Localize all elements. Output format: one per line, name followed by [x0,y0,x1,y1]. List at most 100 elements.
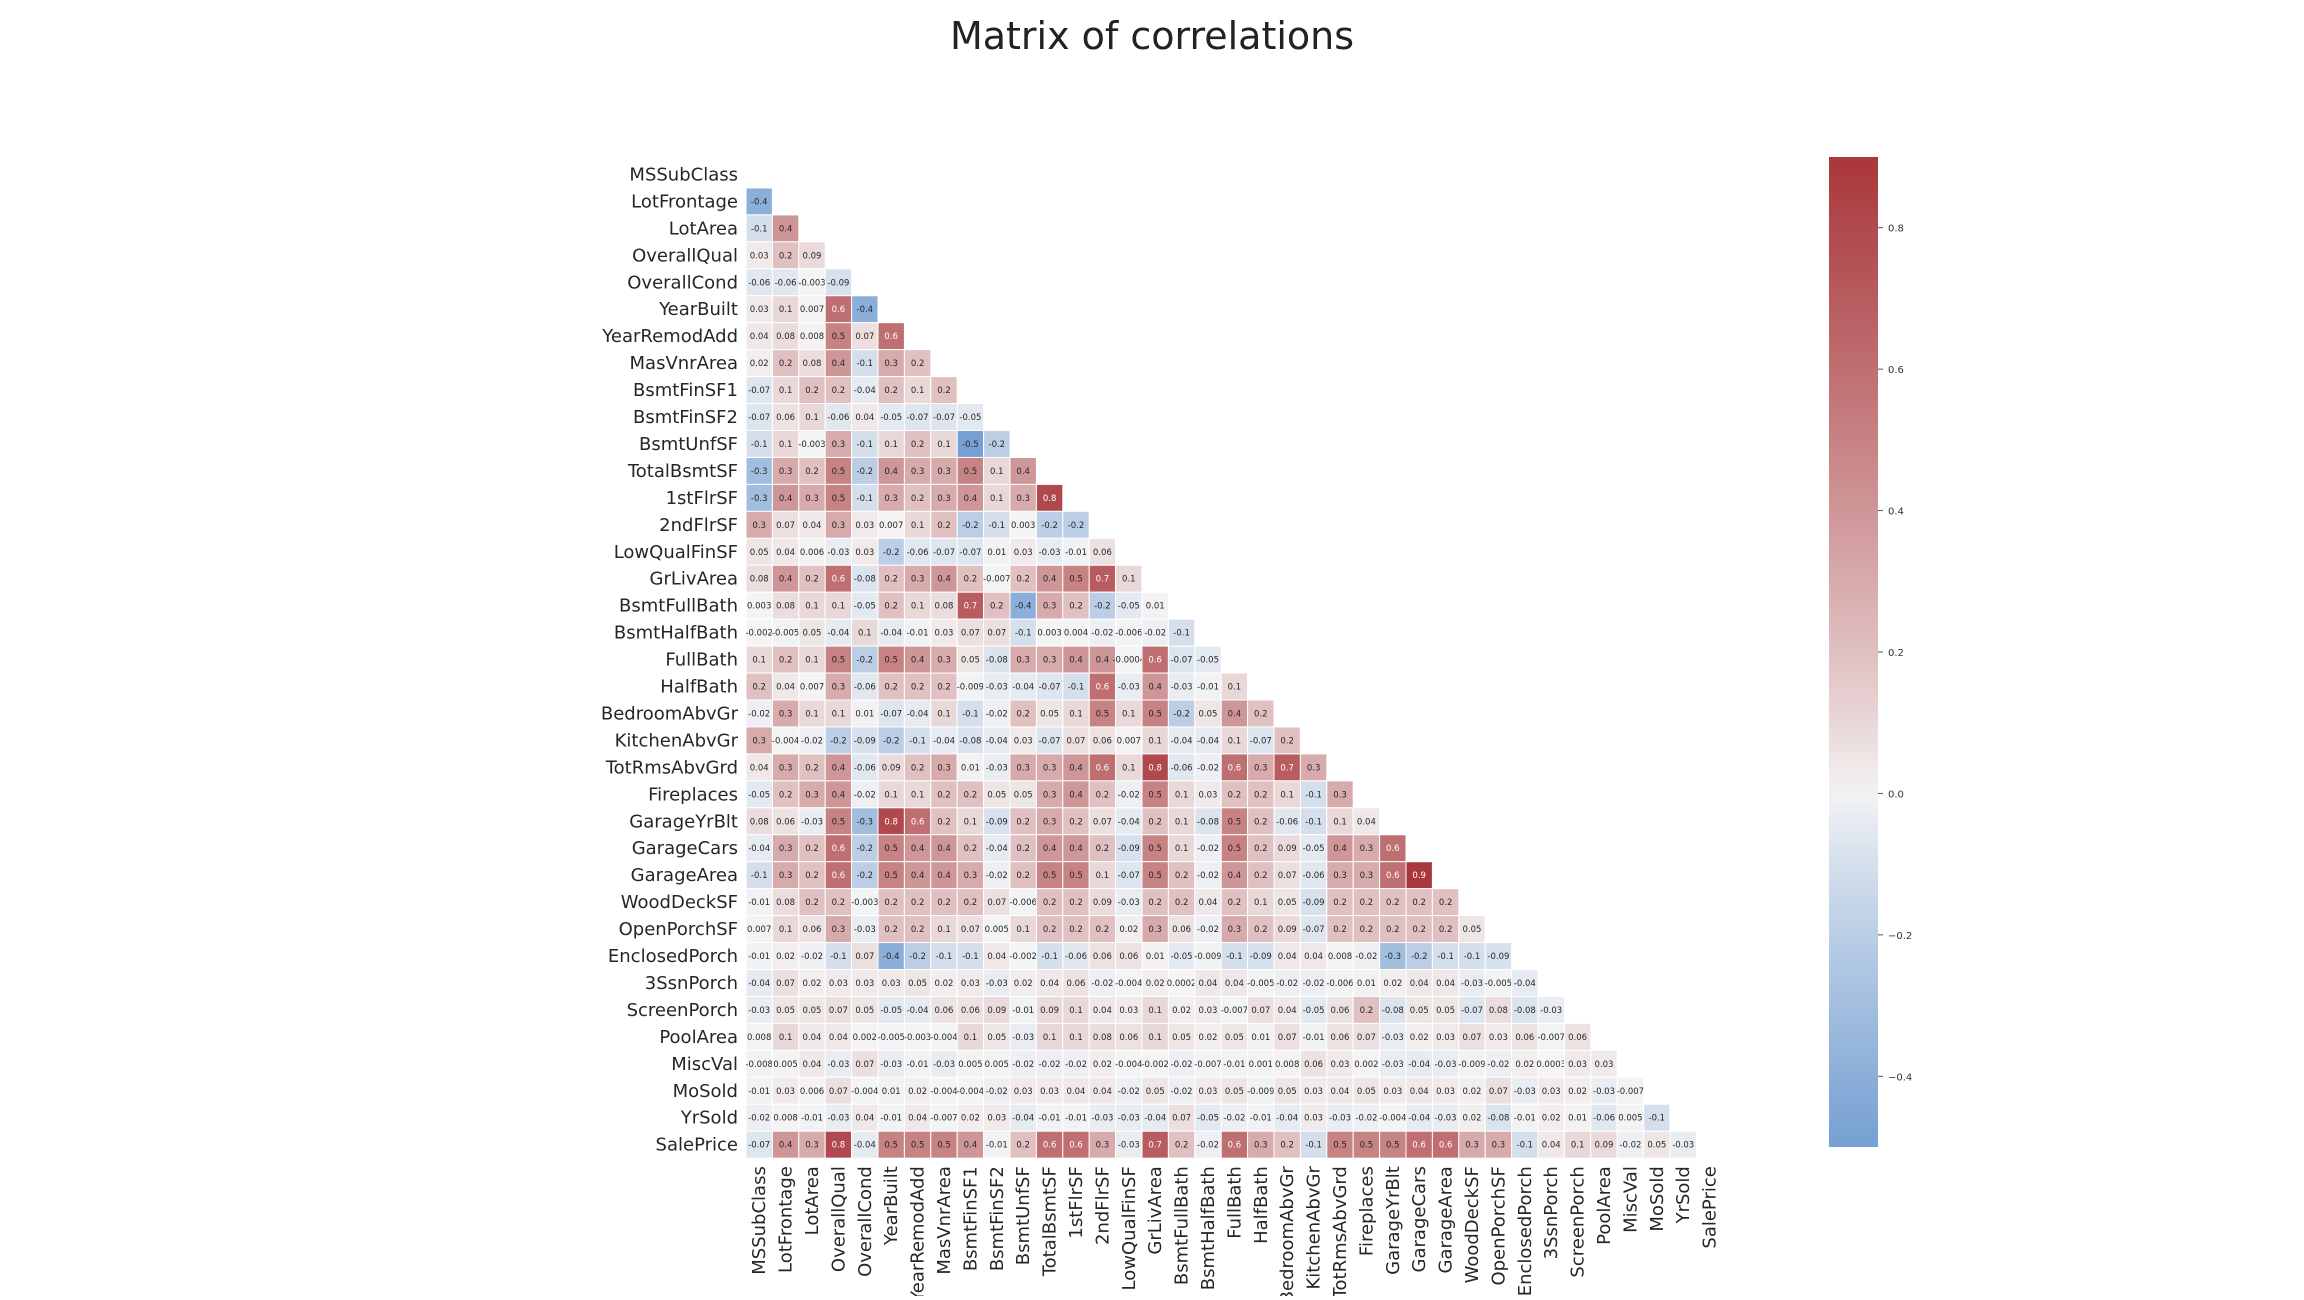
heatmap-cell [956,456,985,485]
cell-value-label: 0.2 [805,871,819,881]
heatmap-cell [771,1022,800,1051]
cell-value-label: 0.04 [750,763,769,773]
cell-value-label: 0.3 [832,521,846,531]
cell-value-label: -0.007 [1537,1033,1564,1043]
cell-value-label: 0.04 [750,332,769,342]
cell-value-label: 0.4 [937,575,951,585]
cell-value-label: -0.08 [1487,1114,1509,1124]
cell-value-label: 0.3 [805,790,819,800]
heatmap-cell [1537,1049,1565,1078]
heatmap-cell [877,483,905,512]
cell-value-label: 0.2 [1069,898,1083,908]
row-tick-label: MoSold [673,1081,738,1102]
cell-value-label: 0.007 [879,521,903,531]
cell-value-label: 0.1 [779,440,793,450]
cell-value-label: 0.2 [1069,817,1083,827]
cell-value-label: -0.1 [909,736,926,746]
heatmap-cell [1458,969,1486,997]
heatmap-cell [877,1130,905,1159]
heatmap-cell [1590,1103,1618,1132]
cell-value-label: 0.2 [937,817,951,827]
cell-value-label: 0.03 [882,979,901,989]
cell-value-label: 0.06 [1568,1033,1587,1043]
cell-value-label: -0.004 [957,1087,984,1097]
cell-value-label: 0.1 [779,1033,793,1043]
cell-value-label: -0.09 [1487,952,1509,962]
column-tick-label: FullBath [1224,1166,1245,1239]
cell-value-label: -0.06 [1276,817,1298,827]
row-tick-label: MasVnrArea [630,353,738,374]
heatmap-cell [1431,942,1460,970]
colorbar-tick-label: 0.0 [1888,789,1904,800]
heatmap-cell [1009,483,1037,512]
heatmap-cell [851,1103,879,1132]
heatmap-cell [983,672,1011,701]
cell-value-label: 0.02 [1542,1114,1561,1124]
heatmap-cell [1431,1022,1460,1051]
cell-value-label: -0.1 [857,440,874,450]
cell-value-label: 0.05 [1357,1087,1376,1097]
heatmap-cell [798,1049,826,1078]
heatmap-cell [771,268,800,297]
cell-value-label: 0.1 [805,656,819,666]
cell-value-label: -0.1 [1649,1114,1666,1124]
cell-value-label: 0.07 [855,952,874,962]
colorbar-tick-label: 0.4 [1888,507,1904,518]
cell-value-label: 0.08 [1093,1033,1112,1043]
cell-value-label: -0.02 [801,952,823,962]
cell-value-label: 0.1 [1069,1033,1083,1043]
cell-value-label: 0.1 [779,925,793,935]
cell-value-label: 0.1 [884,440,898,450]
heatmap-cell [877,753,905,782]
cell-value-label: -0.01 [748,952,770,962]
heatmap-cell [877,1049,905,1078]
cell-value-label: -0.09 [986,817,1008,827]
cell-value-label: -0.2 [1411,952,1428,962]
cell-value-label: 0.3 [1043,817,1057,827]
row-tick-label: SalePrice [656,1135,738,1156]
heatmap-cell [956,483,985,512]
cell-value-label: -0.1 [1437,952,1454,962]
cell-value-label: 0.07 [855,1060,874,1070]
heatmap-cell [1141,1076,1169,1105]
cell-value-label: -0.04 [1118,817,1140,827]
cell-value-label: -0.09 [1250,952,1272,962]
cell-value-label: 0.3 [937,656,951,666]
cell-value-label: -0.2 [1094,602,1111,612]
heatmap-cell [1088,942,1117,970]
column-tick-label: ScreenPorch [1568,1166,1589,1277]
cell-value-label: 0.03 [1199,790,1218,800]
cell-value-label: -0.02 [1118,1087,1140,1097]
cell-value-label: 0.5 [1069,871,1083,881]
cell-value-label: -0.07 [1118,871,1140,881]
heatmap-cell [1220,1130,1249,1159]
cell-value-label: 0.04 [908,1114,927,1124]
heatmap-cell [956,591,985,620]
cell-value-label: -0.02 [986,871,1008,881]
column-tick-label: MiscVal [1620,1166,1641,1233]
heatmap-cell [1273,807,1301,836]
cell-value-label: 0.2 [1439,898,1453,908]
heatmap-cell [1194,699,1222,728]
heatmap-cell [824,995,853,1024]
cell-value-label: 0.03 [987,1114,1006,1124]
heatmap-cell [1326,1022,1354,1051]
cell-value-label: 0.04 [855,413,874,423]
cell-value-label: -0.02 [1039,1060,1061,1070]
cell-value-label: 0.02 [803,979,822,989]
cell-value-label: 0.1 [990,467,1004,477]
heatmap-cell [798,861,826,890]
cell-value-label: 0.03 [1436,1087,1455,1097]
heatmap-cell [1458,1130,1486,1159]
cell-value-label: -0.01 [986,1141,1008,1151]
heatmap-cell [1379,995,1407,1024]
cell-value-label: 0.6 [1043,1141,1057,1151]
column-tick-label: KitchenAbvGr [1304,1166,1325,1290]
cell-value-label: 0.06 [961,1006,980,1016]
heatmap-cell [1115,969,1143,997]
column-tick-label: YrSold [1673,1166,1694,1224]
cell-value-label: -0.1 [857,359,874,369]
row-tick-label: MiscVal [671,1054,738,1075]
heatmap-cell [1009,861,1037,890]
